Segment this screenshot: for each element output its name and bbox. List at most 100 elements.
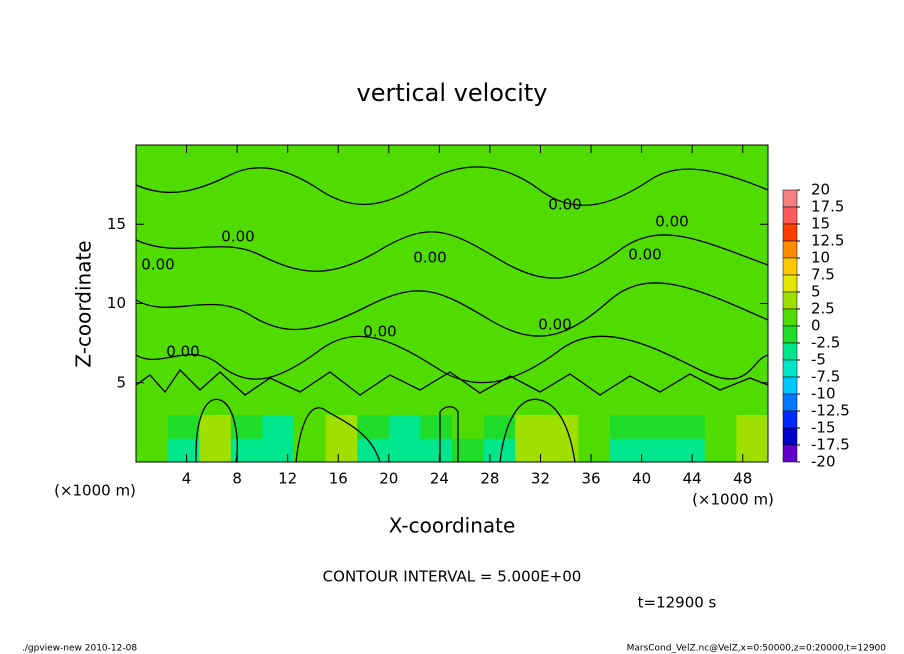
field-cell <box>167 414 200 439</box>
field-cell <box>546 438 579 463</box>
field-cell <box>420 390 453 415</box>
field-cell <box>515 438 548 463</box>
contour-label: 0.00 <box>548 196 581 214</box>
field-cell <box>515 414 548 439</box>
x-tick-label: 20 <box>379 470 398 488</box>
field-cell <box>736 390 769 415</box>
chart-title: vertical velocity <box>357 79 548 107</box>
field-cell <box>325 145 358 392</box>
x-axis-label: X-coordinate <box>389 514 516 538</box>
colorbar-swatch <box>782 376 798 395</box>
colorbar-swatch <box>782 325 798 344</box>
colorbar-label: 2.5 <box>811 300 835 318</box>
colorbar-label: -15 <box>811 419 836 437</box>
field-cell <box>704 390 737 415</box>
x-tick-label: 12 <box>278 470 297 488</box>
y-tick-label: 15 <box>107 215 126 233</box>
colorbar-swatch <box>782 359 798 378</box>
field-cell <box>420 414 453 439</box>
field-cell <box>420 145 453 392</box>
field-cell <box>673 438 706 463</box>
colorbar-label: 10 <box>811 249 830 267</box>
colorbar-swatch <box>782 308 798 327</box>
contours <box>135 166 769 463</box>
field-cell <box>673 145 706 392</box>
y-unit: (×1000 m) <box>54 482 136 500</box>
field-cell <box>357 414 390 439</box>
field-cell <box>610 438 643 463</box>
field-cell <box>673 414 706 439</box>
field-cell <box>610 414 643 439</box>
field-cell <box>641 438 674 463</box>
colorbar-label: -10 <box>811 385 836 403</box>
colorbar-label: -2.5 <box>811 334 840 352</box>
field-cell <box>704 145 737 392</box>
field-cell <box>420 438 453 463</box>
contour-line <box>499 398 576 463</box>
field-cell <box>388 390 421 415</box>
y-axis-label: Z-coordinate <box>72 240 96 367</box>
x-tick-label: 16 <box>329 470 348 488</box>
field-cell <box>199 414 232 439</box>
colorbar-swatch <box>782 291 798 310</box>
field-cell <box>641 390 674 415</box>
contour-line <box>135 231 769 279</box>
x-tick-label: 24 <box>430 470 449 488</box>
field-cell <box>294 414 327 439</box>
contour-label: 0.00 <box>413 249 446 267</box>
field-cell <box>167 438 200 463</box>
field-cell <box>546 414 579 439</box>
field-cell <box>610 390 643 415</box>
field-cell <box>483 438 516 463</box>
field-cell <box>357 390 390 415</box>
x-tick-label: 8 <box>232 470 242 488</box>
field-cell <box>704 414 737 439</box>
colorbar-swatch <box>782 393 798 412</box>
colorbar-label: 12.5 <box>811 232 844 250</box>
field-cell <box>578 438 611 463</box>
field-cell <box>578 414 611 439</box>
field-cell <box>641 414 674 439</box>
field-cell <box>546 390 579 415</box>
contour-label: 0.00 <box>628 246 661 264</box>
field-cell <box>136 145 169 392</box>
colorbar-swatch <box>782 427 798 446</box>
field-cell <box>515 390 548 415</box>
field-cell <box>388 414 421 439</box>
field-cell <box>452 414 485 439</box>
field-cell <box>325 390 358 415</box>
contour-line <box>295 407 381 463</box>
field-cell <box>262 390 295 415</box>
contour-line <box>135 166 769 206</box>
contour-line <box>135 368 769 396</box>
field-cell <box>294 390 327 415</box>
field-cell <box>230 145 263 392</box>
field-cell <box>230 390 263 415</box>
x-tick-label: 36 <box>581 470 600 488</box>
x-unit: (×1000 m) <box>692 491 774 509</box>
field-cell <box>483 414 516 439</box>
contour-line <box>135 335 769 384</box>
annotation: CONTOUR INTERVAL = 5.000E+00 <box>323 568 582 586</box>
field-cell <box>357 145 390 392</box>
x-tick-label: 28 <box>480 470 499 488</box>
colorbar-label: 15 <box>811 215 830 233</box>
field-cell <box>294 145 327 392</box>
field-cell <box>452 438 485 463</box>
contour-label: 0.00 <box>221 228 254 246</box>
field-cell <box>136 414 169 439</box>
colorbar-label: 7.5 <box>811 266 835 284</box>
colorbar-label: 20 <box>811 181 830 199</box>
field-cell <box>736 438 769 463</box>
field-cell <box>452 390 485 415</box>
colorbar-label: 17.5 <box>811 198 844 216</box>
footer-right: MarsCond_VelZ.nc@VelZ,x=0:50000,z=0:2000… <box>627 644 887 654</box>
colorbar-swatch <box>782 240 798 259</box>
field-cell <box>546 145 579 392</box>
time-label: t=12900 s <box>638 594 717 612</box>
colorbar-swatch <box>782 223 798 242</box>
field-cell <box>515 145 548 392</box>
field-cell <box>483 390 516 415</box>
field-cell <box>167 145 200 392</box>
